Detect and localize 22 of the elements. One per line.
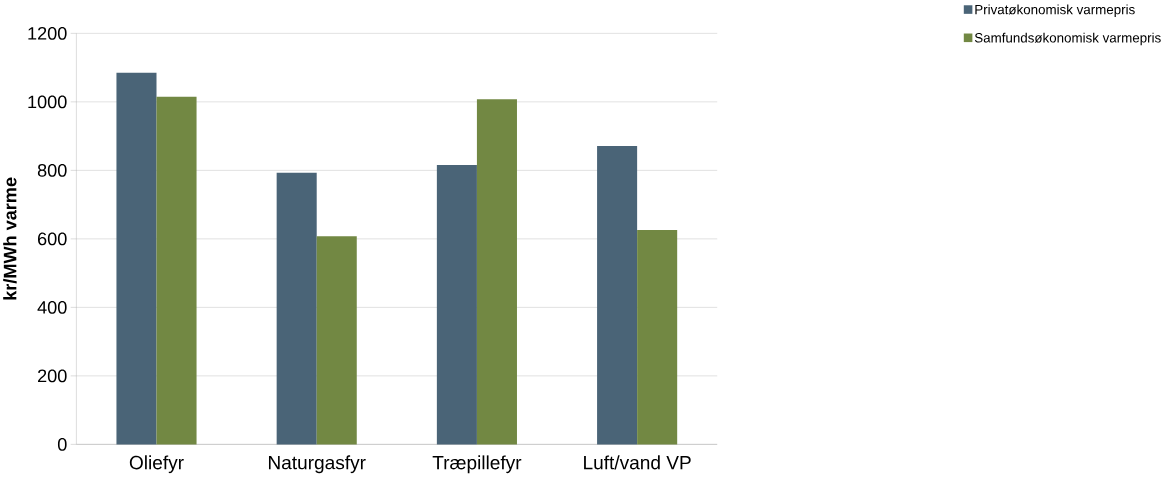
- x-tick-label: Luft/vand VP: [584, 455, 691, 470]
- bar: [276, 172, 317, 445]
- bar: [637, 229, 678, 445]
- y-tick-label: 400: [37, 300, 67, 314]
- bar: [476, 98, 517, 445]
- y-tick-label: 800: [37, 163, 67, 177]
- bar: [597, 145, 638, 445]
- bar: [116, 72, 157, 445]
- y-tick-label: 0: [57, 437, 67, 451]
- x-tick-label: Naturgasfyr: [268, 455, 366, 473]
- bar: [436, 164, 477, 445]
- y-tick-label: 1200: [28, 26, 67, 40]
- x-tick-label: Træpillefyr: [432, 455, 522, 473]
- y-tick-label: 200: [38, 369, 67, 383]
- y-tick-label: 600: [38, 232, 67, 246]
- y-tick-label: 1000: [28, 95, 67, 109]
- bar: [316, 235, 357, 445]
- x-tick-label: Oliefyr: [129, 455, 184, 473]
- y-axis-title: kr/MWh varme: [3, 177, 17, 300]
- legend-label: Privatøkonomisk varmepris: [975, 4, 1135, 17]
- legend-label: Samfundsøkonomisk varmepris: [974, 32, 1161, 45]
- bar: [156, 96, 197, 445]
